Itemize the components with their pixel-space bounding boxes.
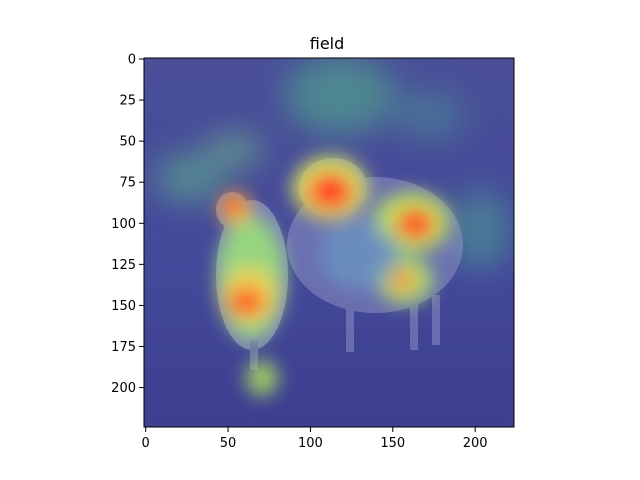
x-tick-label: 150 xyxy=(380,436,405,451)
chart-title: field xyxy=(310,34,345,53)
y-tick-label: 200 xyxy=(111,381,136,396)
x-tick-label: 0 xyxy=(142,436,150,451)
y-tick-label: 25 xyxy=(119,94,136,109)
y-axis: 0 25 50 75 100 125 150 175 200 xyxy=(111,53,144,396)
x-tick-label: 200 xyxy=(463,436,488,451)
y-tick-label: 125 xyxy=(111,258,136,273)
y-tick-label: 150 xyxy=(111,299,136,314)
x-tick-label: 100 xyxy=(298,436,323,451)
heatmap-image xyxy=(144,58,514,427)
y-tick-label: 0 xyxy=(128,53,136,68)
x-tick-label: 50 xyxy=(220,436,237,451)
y-tick-label: 100 xyxy=(111,217,136,232)
y-tick-label: 75 xyxy=(119,176,136,191)
y-tick-label: 175 xyxy=(111,340,136,355)
y-tick-label: 50 xyxy=(119,135,136,150)
image-frame xyxy=(143,57,515,428)
x-axis: 0 50 100 150 200 xyxy=(142,427,488,451)
